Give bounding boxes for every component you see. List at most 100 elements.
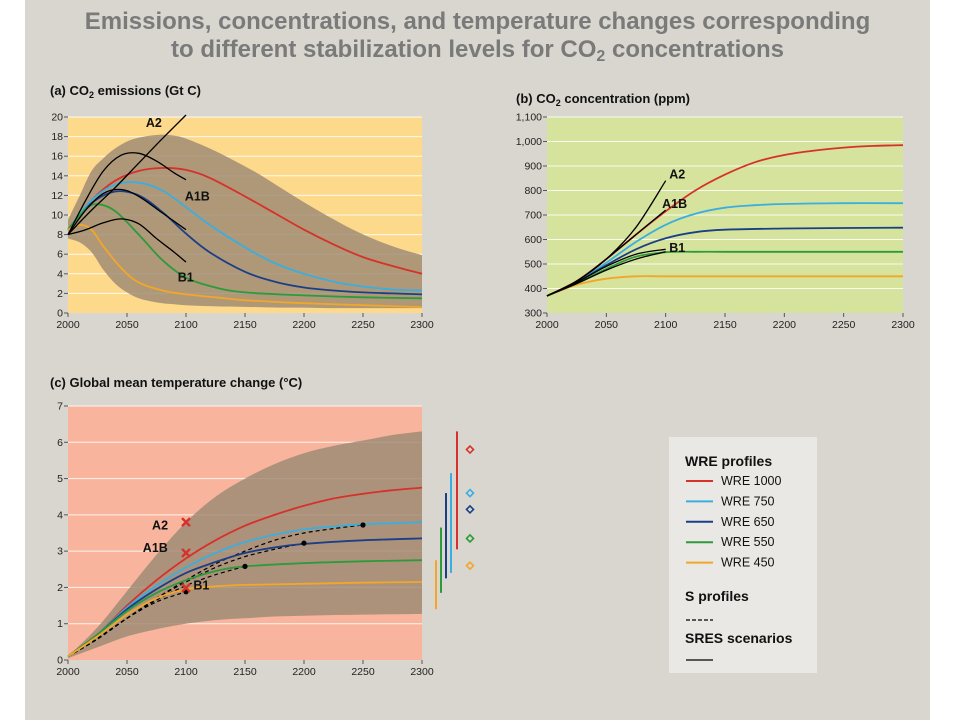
panel-a-y-tick-label: 6 (57, 249, 63, 261)
legend-item-label: WRE 1000 (721, 474, 781, 488)
panel-c-uncertainty-band (68, 431, 422, 659)
panel-a-label-a2: A2 (146, 116, 162, 130)
panel-c-x-tick-label: 2100 (174, 666, 198, 678)
panel-b-x-tick-label: 2200 (773, 319, 797, 331)
panel-a-line-wre-550 (67, 203, 423, 300)
panel-b-line-b1 (546, 251, 666, 297)
panel-a-x-tick-label: 2150 (233, 319, 257, 331)
panel-c-equilibrium-best-estimate (465, 561, 475, 571)
legend-wre-title: WRE profiles (685, 453, 772, 469)
panel-c-x-tick-label: 2300 (410, 666, 434, 678)
panel-b-y-tick-label: 400 (524, 283, 542, 295)
panel-b-line-wre-450 (546, 275, 903, 297)
panel-c-sres-marker-b1 (181, 582, 191, 593)
panel-c-title: (c) Global mean temperature change (°C) (50, 375, 302, 390)
panel-b-line-sres (546, 248, 666, 297)
panel-c-line-wre-550 (67, 559, 423, 658)
legend-item-label: WRE 650 (721, 515, 775, 529)
panel-a-y-tick-label: 2 (57, 288, 63, 300)
panel-b-x-tick-label: 2000 (535, 319, 559, 331)
title-line-1: Emissions, concentrations, and temperatu… (84, 8, 871, 35)
panel-a-line-b1 (67, 218, 187, 263)
legend-item-label: WRE 550 (721, 535, 775, 549)
title-line-2-end: concentrations (605, 36, 784, 63)
title-line-2: to different stabilization levels for CO… (25, 36, 930, 65)
panel-a-y-tick-label: 0 (57, 308, 63, 320)
panel-a-y-tick-label: 18 (51, 131, 63, 143)
panel-a-x-tick-label: 2050 (115, 319, 139, 331)
panel-b-y-tick-label: 800 (524, 185, 542, 197)
panel-a-label-b1: B1 (178, 271, 194, 285)
panel-a-title-text: (a) CO (50, 83, 89, 98)
panel-c-s-profile-endpoint (360, 522, 366, 528)
panel-c-s-profile-2 (67, 565, 246, 657)
panel-a-x-tick-label: 2000 (56, 319, 80, 331)
panel-b-x-tick-label: 2100 (654, 319, 678, 331)
panel-a-y-tick-label: 4 (57, 268, 63, 280)
panel-a-title: (a) CO2 emissions (Gt C) (50, 83, 201, 100)
panel-b-y-tick-label: 900 (524, 161, 542, 173)
panel-b-title: (b) CO2 concentration (ppm) (516, 91, 690, 108)
panel-c-sres-marker-a1b (181, 548, 191, 558)
panel-b-y-tick-label: 500 (524, 259, 542, 271)
panel-c-y-tick-label: 3 (57, 546, 63, 558)
figure-title: Emissions, concentrations, and temperatu… (25, 8, 930, 65)
panel-b-title-text: (b) CO (516, 91, 556, 106)
legend-sres-title: SRES scenarios (685, 630, 793, 646)
panel-a-y-tick-label: 8 (57, 229, 63, 241)
panel-b-x-tick-label: 2050 (595, 319, 619, 331)
panel-c-x-tick-label: 2150 (233, 666, 257, 678)
panel-b-label-a2: A2 (669, 168, 685, 182)
panel-b-label-a1b: A1B (662, 197, 687, 211)
panel-a-title-subscript: 2 (89, 90, 94, 100)
panel-a-x-tick-label: 2300 (410, 319, 434, 331)
panel-b-title-subscript: 2 (556, 98, 561, 108)
panel-a-line-a1b (67, 152, 187, 235)
panel-c-line-wre-1000 (67, 486, 423, 658)
panel-b-y-tick-label: 600 (524, 234, 542, 246)
panel-c: 0 1 2 3 4 5 6 7 2000 2050 2100 2150 2200 2250 2300 A2 A1… (56, 401, 475, 678)
legend-items: WRE 1000 WRE 750 WRE 650 WRE 550 WRE 450 (686, 474, 781, 570)
panel-a-line-wre-1000 (67, 167, 423, 275)
panel-c-x-tick-label: 2250 (351, 666, 375, 678)
panel-b-y-tick-label: 300 (524, 308, 542, 320)
panel-c-sres-marker-a2 (181, 517, 191, 527)
panel-c-sres-label-a2: A2 (152, 519, 168, 533)
panel-c-equilibrium-best-estimate (465, 533, 475, 544)
title-line-2-text: to different stabilization levels for CO (171, 36, 597, 63)
panel-c-y-tick-label: 5 (57, 473, 63, 485)
panel-c-x-tick-label: 2000 (56, 666, 80, 678)
panel-c-y-tick-label: 6 (57, 437, 63, 449)
panel-a-title-end: emissions (Gt C) (94, 83, 201, 98)
panel-c-s-profile-endpoint (242, 563, 248, 569)
panel-c-sres-label-b1: B1 (193, 579, 209, 593)
panel-c-x-tick-label: 2200 (292, 666, 316, 678)
panel-b-x-tick-label: 2300 (891, 319, 915, 331)
panel-b-y-tick-label: 1,000 (516, 136, 542, 148)
panel-c-y-tick-label: 1 (57, 618, 63, 630)
panel-b-line-wre-750 (546, 202, 904, 297)
panel-b-label-b1: B1 (669, 241, 685, 255)
panel-b-y-tick-label: 1,100 (516, 112, 542, 124)
panel-a: 0 2 4 6 8 10 12 14 16 18 20 2000 2050 2100 2150 2200 225… (51, 112, 434, 332)
panel-c-line-wre-650 (67, 537, 423, 658)
panel-a-line-sres (67, 188, 187, 235)
legend: WRE profiles WRE 1000 WRE 750 WRE 650 WRE 5… (669, 437, 817, 673)
panel-c-s-profile-endpoint (301, 540, 307, 546)
panel-a-y-tick-label: 16 (51, 151, 63, 163)
legend-s-title: S profiles (685, 588, 749, 604)
panel-a-line-a2 (67, 114, 187, 236)
legend-item-label: WRE 450 (721, 556, 775, 570)
panel-a-x-tick-label: 2250 (351, 319, 375, 331)
panel-a-uncertainty-band (68, 134, 422, 309)
panel-c-equilibrium-best-estimate (465, 504, 475, 515)
panel-b-x-tick-label: 2250 (832, 319, 856, 331)
panel-c-equilibrium-best-estimate (465, 488, 475, 498)
panel-a-y-tick-label: 12 (51, 190, 63, 202)
panel-c-equilibrium-best-estimate (465, 444, 475, 455)
panel-a-label-a1b: A1B (185, 189, 210, 203)
panel-c-s-profile-4 (67, 524, 364, 657)
legend-box (669, 437, 817, 673)
